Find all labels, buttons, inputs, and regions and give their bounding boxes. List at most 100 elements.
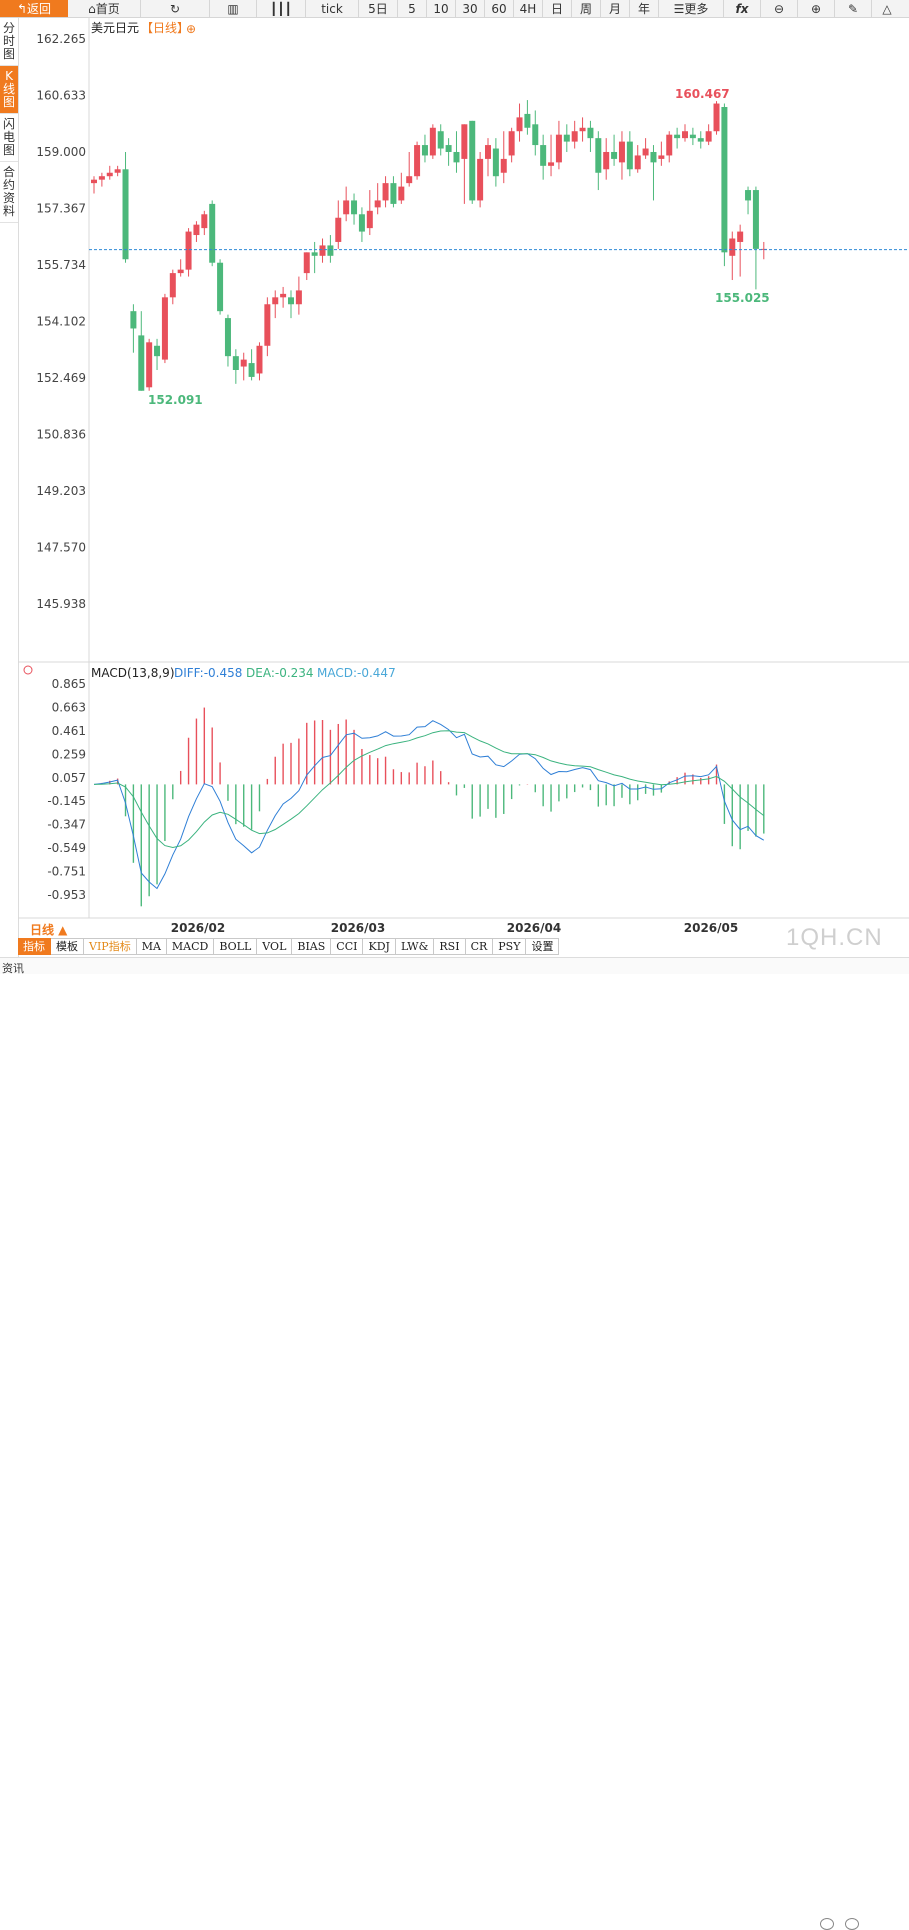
candle-body [634, 155, 641, 170]
tab-vip-indicator[interactable]: VIP指标 [84, 938, 137, 955]
candle-body [453, 151, 460, 163]
back-button[interactable]: ↰ 返回 [0, 0, 68, 17]
low-price-label: 152.091 [148, 393, 203, 407]
price-ticks: 162.265 160.633 159.000 157.367 155.734 154.1… [36, 32, 86, 611]
m5-button[interactable]: 5 [398, 0, 427, 17]
tab-bias[interactable]: BIAS [292, 938, 332, 955]
kline-chart[interactable]: 美元日元 【日线】 ⊕ 162.265 160.633 159.000 157.367… [0, 0, 909, 938]
price-tick-label: 155.734 [36, 258, 86, 272]
macd-ticks: 0.865 0.663 0.461 0.259 0.057 -0.145 -0.347 -0.… [47, 677, 86, 902]
indicator-tab-bar: 指标 模板 VIP指标 MA MACD BOLL VOL BIAS CCI KD… [18, 938, 909, 955]
candle-body [760, 248, 767, 250]
tab-cci[interactable]: CCI [331, 938, 364, 955]
price-tick-label: 159.000 [36, 145, 86, 159]
tab-boll[interactable]: BOLL [214, 938, 258, 955]
tab-kdj[interactable]: KDJ [363, 938, 396, 955]
sidebar-item-flash[interactable]: 闪电图 [0, 114, 18, 162]
tab-ma[interactable]: MA [136, 938, 167, 955]
macd-tick-label: 0.663 [52, 700, 86, 714]
candle-body [595, 138, 602, 173]
m10-button[interactable]: 10 [427, 0, 456, 17]
tab-psy[interactable]: PSY [493, 938, 527, 955]
more-button[interactable]: ☰ 更多 [659, 0, 724, 17]
draw-button[interactable]: ✎ [835, 0, 872, 17]
candlestick-button[interactable]: ┃┃┃ [257, 0, 306, 17]
candle-body [146, 342, 153, 388]
candle-body [571, 131, 578, 142]
candle-body [603, 151, 610, 170]
candle-body [224, 318, 231, 357]
function-icon: fx [735, 1, 749, 16]
sidebar-item-timeshare[interactable]: 分时图 [0, 18, 18, 66]
h4-button[interactable]: 4H [514, 0, 543, 17]
candle-body [217, 262, 224, 312]
triangle-icon: △ [882, 1, 892, 16]
macd-diff: DIFF:-0.458 [174, 666, 242, 680]
tab-lw[interactable]: LW& [395, 938, 435, 955]
candle-body [752, 190, 759, 249]
candle-body [421, 145, 428, 156]
macd-bars [101, 707, 765, 907]
candle-body [177, 269, 184, 274]
macd-tick-label: -0.549 [47, 841, 86, 855]
candle-body [295, 290, 302, 305]
bar-chart-button[interactable]: ▥ [210, 0, 257, 17]
candles [91, 100, 767, 391]
period-selector[interactable]: 日线 ▲ [30, 923, 68, 937]
zoom-in-button[interactable]: ⊕ [798, 0, 835, 17]
candle-body [130, 311, 137, 329]
collapse-button[interactable]: △ [872, 0, 902, 17]
sidebar-item-kline[interactable]: K线图 [0, 66, 18, 114]
candle-body [209, 203, 216, 263]
formula-button[interactable]: fx [724, 0, 761, 17]
tick-button[interactable]: tick [306, 0, 359, 17]
candle-body [611, 151, 618, 159]
macd-tick-label: 0.461 [52, 724, 86, 738]
date-label: 2026/02 [171, 921, 225, 935]
candle-body [154, 345, 161, 357]
refresh-button[interactable]: ↻ [141, 0, 210, 17]
top-toolbar: ↰ 返回 ⌂ 首页 ↻ ▥ ┃┃┃ tick 5日 5 10 30 60 4H 日 … [0, 0, 909, 18]
candle-body [398, 186, 405, 201]
candle-body [98, 176, 105, 180]
candle-body [138, 335, 145, 391]
week-button[interactable]: 周 [572, 0, 601, 17]
candle-body [540, 145, 547, 166]
add-indicator-icon[interactable]: ⊕ [186, 22, 196, 36]
candle-body [366, 210, 373, 229]
five-day-button[interactable]: 5日 [359, 0, 398, 17]
circle-icon[interactable] [820, 1918, 834, 1930]
candle-body [618, 141, 625, 163]
refresh-icon: ↻ [169, 1, 181, 16]
candle-body [91, 179, 97, 184]
macd-settings-icon[interactable] [23, 665, 33, 675]
month-button[interactable]: 月 [601, 0, 630, 17]
m60-button[interactable]: 60 [485, 0, 514, 17]
tab-template[interactable]: 模板 [51, 938, 84, 955]
tab-indicator[interactable]: 指标 [18, 938, 51, 955]
circle-icon[interactable] [845, 1918, 859, 1930]
zoom-out-button[interactable]: ⊖ [761, 0, 798, 17]
candle-body [248, 363, 255, 377]
candle-body [477, 158, 484, 201]
year-button[interactable]: 年 [630, 0, 659, 17]
tab-settings[interactable]: 设置 [526, 938, 560, 955]
price-tick-label: 149.203 [36, 484, 86, 498]
day-button[interactable]: 日 [543, 0, 572, 17]
tab-rsi[interactable]: RSI [434, 938, 466, 955]
candle-body [256, 345, 263, 374]
high-price-label: 160.467 [675, 87, 730, 101]
sidebar-item-contract[interactable]: 合约资料 [0, 162, 18, 223]
tab-vol[interactable]: VOL [257, 938, 293, 955]
candle-body [335, 217, 342, 242]
date-label: 2026/05 [684, 921, 738, 935]
news-tab[interactable]: 资讯 [2, 962, 24, 975]
candle-body [737, 231, 744, 242]
candle-body [579, 127, 586, 132]
m30-button[interactable]: 30 [456, 0, 485, 17]
tab-macd[interactable]: MACD [166, 938, 215, 955]
tab-cr[interactable]: CR [465, 938, 494, 955]
home-button[interactable]: ⌂ 首页 [68, 0, 141, 17]
candle-body [642, 148, 649, 156]
status-strip: 资讯 [0, 957, 909, 1930]
